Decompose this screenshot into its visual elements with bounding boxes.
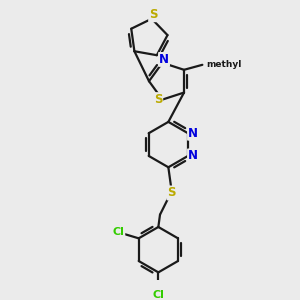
Text: S: S (154, 93, 162, 106)
Text: S: S (167, 187, 176, 200)
Text: N: N (159, 53, 169, 66)
Text: S: S (149, 8, 158, 21)
Text: Cl: Cl (112, 227, 124, 237)
Text: N: N (188, 127, 198, 140)
Text: methyl: methyl (206, 60, 242, 69)
Text: N: N (188, 149, 198, 162)
Text: Cl: Cl (152, 290, 164, 300)
